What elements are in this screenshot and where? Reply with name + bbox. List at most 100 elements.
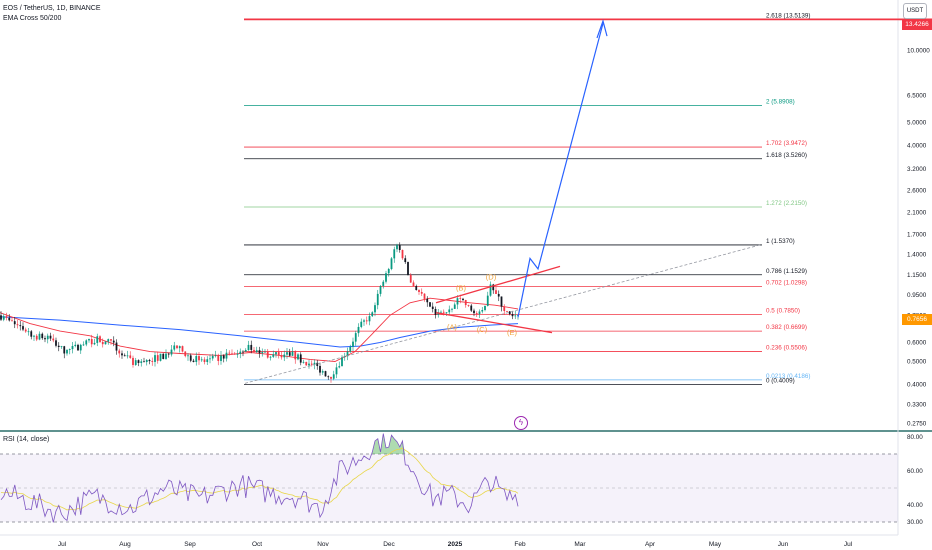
time-axis[interactable]: Jul Aug Sep Oct Nov Dec 2025 Feb Mar Apr May Jun Jul [58,541,853,548]
candle-body [275,352,277,355]
symbol-title[interactable]: EOS / TetherUS, 1D, BINANCE [3,5,101,12]
fib-level-label: 1.618 (3.5260) [766,152,807,159]
candle-body [13,321,16,325]
candle-body [486,295,489,306]
candle-body [57,345,60,348]
candle-body [143,361,145,363]
candle-body [107,339,110,342]
candle-body [264,351,266,353]
candle-body [280,355,283,358]
candle-body [308,363,310,366]
candle-body [418,290,420,292]
candle-body [220,355,222,361]
projection-path [517,23,604,318]
currency-badge[interactable]: USDT [903,3,927,19]
candle-body [277,352,280,356]
candle-body [129,355,132,358]
candle-body [484,305,486,311]
indicator-title[interactable]: EMA Cross 50/200 [3,15,62,22]
price-axis[interactable]: 10.0000 6.5000 5.0000 4.0000 3.2000 2.6000 2.1… [907,48,930,428]
candle-body [448,309,451,313]
candle-body [440,311,442,313]
price-axis-label: 5.0000 [907,120,927,127]
candle-body [159,353,162,361]
fib-level-label: 1.272 (2.2150) [766,200,807,207]
triangle-upper-line [435,265,561,304]
price-axis-label: 0.6000 [907,340,927,347]
candle-body [376,293,379,306]
candle-body [255,350,258,353]
candle-body [497,293,500,297]
candle-body [478,311,481,315]
candle-body [297,354,299,360]
triangle-lower-line [435,312,553,334]
time-axis-label: May [709,541,722,548]
candle-body [368,316,371,322]
candle-body [52,338,55,341]
top-price-tag: 13.4266 [902,19,932,30]
candle-body [217,355,220,361]
candle-body [445,312,448,314]
rsi-title[interactable]: RSI (14, close) [3,436,50,443]
candle-body [60,346,63,348]
candle-body [253,349,255,353]
candle-body [365,320,368,322]
candle-body [396,245,398,250]
candle-body [283,354,286,358]
candle-body [514,315,517,317]
candle-body [288,352,291,356]
candle-body [93,342,96,345]
wave-label: (E) [507,328,518,337]
candle-body [187,355,189,357]
wave-label: (A) [447,323,458,332]
candle-body [462,298,464,301]
fib-level-label: 0 (0.4009) [766,377,795,384]
fib-level-label: 1.702 (3.9472) [766,140,807,147]
rsi-axis-label: 60.00 [907,468,923,475]
candle-body [382,281,385,286]
candle-body [313,362,316,365]
candle-body [173,345,176,350]
fib-level-label: 0.786 (1.1529) [766,268,807,275]
candle-body [349,346,352,352]
projection-arrowhead [596,18,608,39]
candle-body [189,355,192,361]
candle-body [184,351,187,357]
candle-body [110,339,112,341]
candle-body [387,269,390,274]
fibonacci-extension[interactable]: 2.618 (13.5139) 2 (5.8908) 1.702 (3.9472) 1… [244,12,932,385]
wave-labels[interactable]: (A) (B) (C) (D) (E) [447,273,518,337]
candle-body [470,305,473,311]
time-axis-label: Nov [317,541,329,548]
candle-body [85,340,88,345]
trend-line-dashed [244,244,761,384]
price-axis-label: 0.5000 [907,358,927,365]
candle-body [79,344,82,351]
candle-body [423,293,426,299]
candle-body [473,310,475,314]
candle-body [244,350,247,352]
price-axis-label: 1.7000 [907,231,927,238]
candle-body [30,331,33,337]
candle-body [145,359,148,363]
lightning-event-icon[interactable]: ϟ [514,416,528,430]
candle-body [209,358,211,360]
price-axis-label: 0.9500 [907,292,927,299]
candle-body [467,305,470,306]
price-axis-label: 4.0000 [907,143,927,150]
candle-body [404,258,407,263]
candle-body [154,355,156,362]
candle-body [415,286,418,291]
rsi-axis[interactable]: 80.00 60.00 40.00 30.00 [907,434,923,526]
candle-body [319,365,321,373]
candle-body [82,344,85,346]
candle-body [38,333,41,340]
candle-body [27,331,30,333]
candle-body [41,333,44,339]
candle-body [431,306,434,309]
candle-body [121,353,123,356]
chart-drawings[interactable] [244,18,761,384]
candle-body [19,325,22,327]
candle-body [272,354,275,357]
